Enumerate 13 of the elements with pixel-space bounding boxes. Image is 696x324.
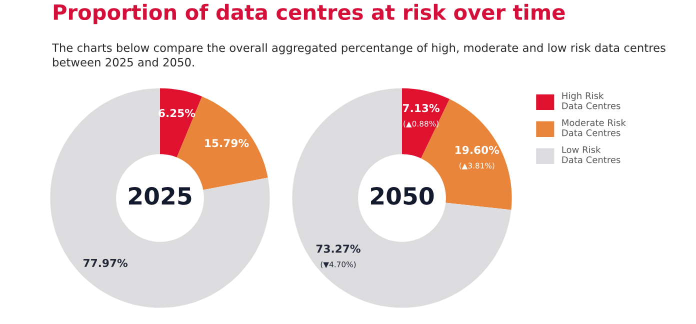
legend-label: Low Risk Data Centres — [562, 146, 620, 164]
donut-slice — [50, 88, 270, 308]
donut-slice — [402, 88, 450, 158]
chart-subtitle: The charts below compare the overall aggregated percentange of high, moderate and low risk data centres between 2025 and 2050. — [52, 43, 666, 67]
data-label: 77.97% — [83, 258, 128, 268]
text: 2025 — [129, 186, 192, 205]
chart-title: Proportion of data centres at risk over time — [54, 4, 565, 24]
data-label: 15.79% — [205, 138, 249, 148]
text: 2050 — [371, 186, 434, 205]
donut-slice — [160, 88, 202, 158]
donut-slice — [292, 88, 512, 308]
legend-label: High Risk Data Centres — [562, 92, 620, 110]
legend-label: Moderate Risk Data Centres — [562, 119, 626, 136]
